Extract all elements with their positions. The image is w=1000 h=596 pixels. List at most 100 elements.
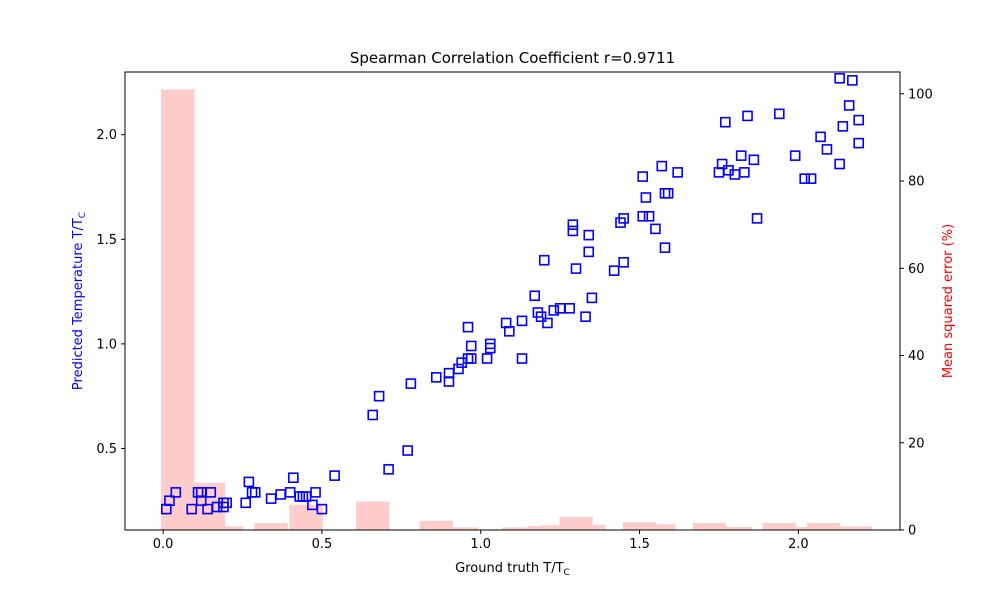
- scatter-point: [538, 254, 550, 266]
- scatter-point: [567, 219, 579, 230]
- scatter-point: [748, 154, 760, 166]
- mse-bar: [692, 523, 727, 530]
- scatter-point: [739, 167, 750, 178]
- scatter-point: [504, 326, 515, 337]
- x-tick-label: 0.0: [153, 537, 174, 552]
- mse-bar: [445, 527, 479, 530]
- scatter-point: [847, 75, 858, 86]
- scatter-point: [516, 353, 528, 364]
- x-axis-title-main: Ground truth T/T: [455, 561, 563, 576]
- scatter-point: [542, 317, 553, 329]
- scatter-point: [221, 497, 232, 509]
- scatter-point: [170, 487, 182, 498]
- scatter-point: [637, 171, 649, 182]
- y-axis-left: 0.5 1.0 1.5 2.0: [96, 128, 125, 457]
- mse-bar: [419, 520, 453, 530]
- scatter-point: [329, 470, 340, 481]
- x-tick-label: 1.0: [470, 537, 491, 552]
- y2-tick-label: 20: [908, 436, 925, 451]
- scatter-point: [742, 110, 753, 122]
- scatter-point: [535, 311, 547, 322]
- scatter-point: [805, 173, 817, 184]
- scatter-point: [618, 213, 629, 224]
- mse-bar: [762, 523, 796, 530]
- mse-bar: [622, 522, 657, 530]
- plot-frame: [124, 71, 901, 531]
- scatter-point: [529, 290, 541, 302]
- mse-bar: [572, 524, 606, 530]
- x-axis-title-sub: C: [564, 568, 570, 578]
- scatter-point: [297, 491, 309, 502]
- scatter-point: [484, 338, 496, 350]
- scatter-point: [367, 409, 379, 421]
- scatter-point: [402, 445, 413, 456]
- scatter-point: [462, 321, 474, 333]
- scatter-point: [265, 493, 277, 504]
- scatter-point: [373, 390, 385, 402]
- scatter-point: [837, 121, 849, 132]
- scatter-point: [405, 378, 417, 389]
- y2-axis-title: Mean squared error (%): [941, 224, 956, 378]
- scatter-point: [659, 188, 671, 199]
- y-tick-label: 1.5: [96, 233, 117, 248]
- y-tick-label: 2.0: [96, 128, 117, 143]
- scatter-point: [659, 242, 671, 253]
- mse-bar: [838, 526, 873, 530]
- scatter-point: [608, 265, 620, 276]
- mse-bar: [807, 523, 841, 530]
- scatter-point: [275, 489, 286, 500]
- mse-bar: [209, 526, 244, 530]
- scatter-point: [662, 188, 674, 199]
- scatter-point: [453, 363, 464, 375]
- scatter-point: [799, 173, 811, 184]
- y2-tick-label: 80: [908, 175, 925, 190]
- scatter-point: [164, 495, 175, 507]
- y-tick-label: 0.5: [96, 442, 117, 457]
- scatter-point: [735, 150, 747, 161]
- mse-bar: [540, 525, 574, 530]
- scatter-point: [186, 503, 197, 515]
- y-axis-right: 0 20 40 60 80 100: [900, 87, 933, 539]
- scatter-point: [821, 144, 833, 155]
- scatter-point: [240, 497, 251, 509]
- mse-bar: [641, 524, 676, 530]
- scatter-point: [383, 464, 394, 475]
- scatter-point: [672, 167, 683, 178]
- scatter-point: [716, 158, 728, 170]
- x-axis-title: Ground truth T/TC: [455, 561, 570, 578]
- scatter-point: [583, 246, 595, 258]
- scatter-point: [640, 192, 652, 203]
- scatter-point: [516, 315, 528, 327]
- scatter-points: [160, 72, 865, 515]
- scatter-point: [656, 160, 668, 172]
- scatter-point: [465, 353, 477, 364]
- mse-bar: [254, 523, 288, 530]
- scatter-point: [773, 108, 785, 120]
- y2-tick-label: 0: [908, 524, 916, 539]
- scatter-point: [288, 472, 299, 484]
- scatter-point: [195, 495, 207, 507]
- scatter-point: [246, 487, 258, 498]
- scatter-point: [310, 487, 321, 498]
- scatter-point: [294, 491, 305, 502]
- chart-title: Spearman Correlation Coefficient r=0.971…: [350, 49, 675, 67]
- scatter-point: [789, 150, 801, 161]
- scatter-point: [481, 353, 493, 364]
- scatter-point: [430, 372, 442, 383]
- mse-bar: [718, 526, 752, 530]
- scatter-point: [243, 476, 255, 488]
- scatter-point: [443, 376, 455, 387]
- y-tick-label: 1.0: [96, 337, 117, 352]
- scatter-point: [650, 223, 661, 235]
- scatter-point: [618, 257, 629, 268]
- y2-tick-label: 100: [908, 87, 933, 102]
- y-axis-title-main: Predicted Temperature T/T: [71, 218, 86, 390]
- y2-tick-label: 60: [908, 262, 925, 277]
- mse-bar: [356, 501, 390, 530]
- scatter-point: [834, 158, 845, 170]
- scatter-point: [720, 116, 731, 128]
- scatter-point: [853, 137, 865, 149]
- scatter-point: [580, 311, 591, 322]
- scatter-point: [567, 225, 579, 237]
